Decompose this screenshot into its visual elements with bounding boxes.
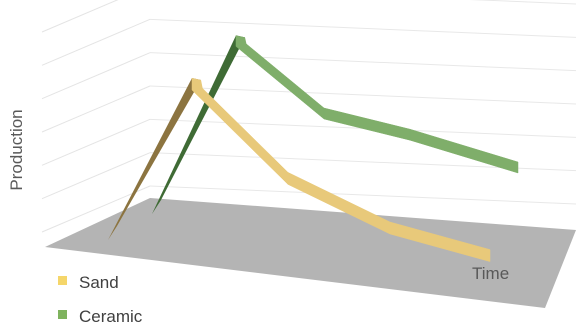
gridline <box>149 18 576 38</box>
gridline <box>41 0 119 33</box>
legend-swatch-sand <box>58 276 67 285</box>
series-segment <box>323 107 411 141</box>
series-segment <box>235 34 325 120</box>
gridline <box>41 118 151 166</box>
series-side-face <box>108 78 201 240</box>
series-layer <box>108 34 519 262</box>
series-ceramic <box>152 34 519 215</box>
series-side-face <box>152 35 245 215</box>
gridline <box>41 18 151 66</box>
legend-swatch-ceramic <box>58 310 67 319</box>
y-axis-label: Production <box>7 109 26 190</box>
gridline <box>41 85 151 133</box>
gridline <box>149 185 576 205</box>
series-segment <box>409 128 519 174</box>
x-axis-label: Time <box>472 264 509 283</box>
gridline <box>469 0 576 5</box>
legend: Sand Ceramic <box>58 273 143 324</box>
series-segment <box>191 77 289 185</box>
legend-label-sand: Sand <box>79 273 119 292</box>
gridline <box>41 185 151 233</box>
series-segment <box>389 221 491 262</box>
gridlines <box>41 0 576 233</box>
chart-floor <box>45 198 576 308</box>
gridline <box>41 52 151 100</box>
gridline <box>149 85 576 105</box>
gridline <box>41 152 151 200</box>
series-peak <box>236 35 247 47</box>
series-sand <box>108 77 491 262</box>
legend-label-ceramic: Ceramic <box>79 307 143 324</box>
series-peak <box>192 78 203 90</box>
gridline <box>149 52 576 72</box>
